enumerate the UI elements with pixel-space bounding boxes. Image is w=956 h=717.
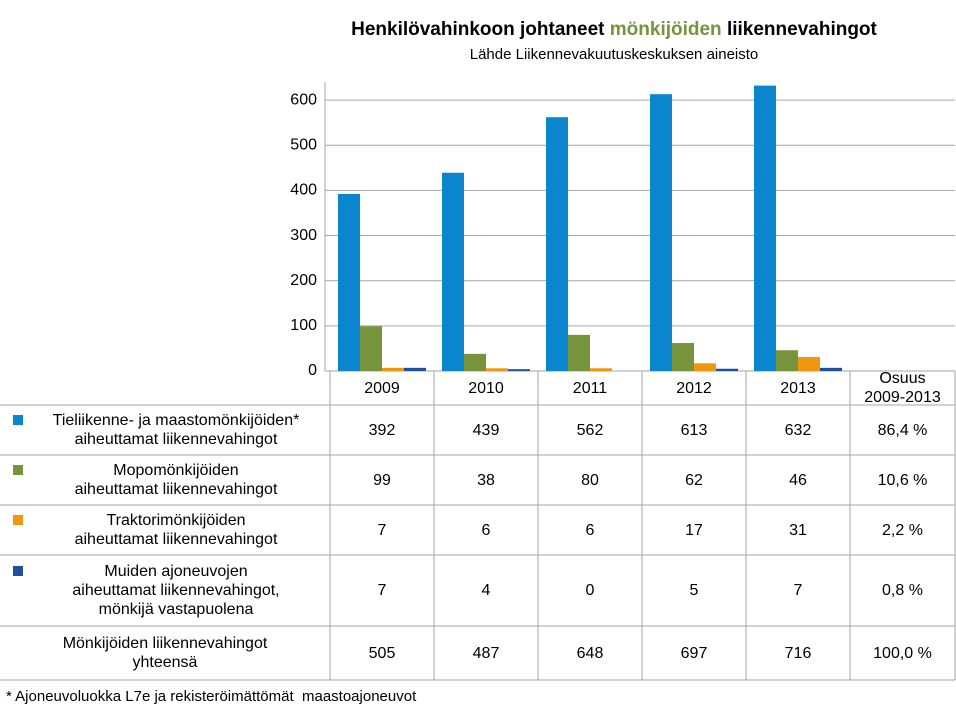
total-value: 505 xyxy=(368,644,396,662)
total-value: 697 xyxy=(680,644,708,662)
bar xyxy=(694,363,716,371)
total-label: Mönkijöiden liikennevahingot yhteensä xyxy=(62,635,268,671)
x-tick-label: 2009 xyxy=(364,379,400,397)
legend-swatch xyxy=(13,465,23,475)
share-value: 10,6 % xyxy=(877,471,928,489)
table-value: 99 xyxy=(373,471,391,489)
bar xyxy=(820,367,842,371)
bar xyxy=(568,334,590,371)
bar xyxy=(776,350,798,371)
bar xyxy=(338,193,360,371)
bar xyxy=(650,94,672,371)
share-value: 2,2 % xyxy=(882,521,923,539)
bar xyxy=(442,172,464,371)
table-value: 439 xyxy=(472,421,500,439)
table-value: 392 xyxy=(368,421,396,439)
bar xyxy=(546,117,568,371)
bar xyxy=(382,367,404,371)
legend-label: Muiden ajoneuvojen aiheuttamat liikennev… xyxy=(72,563,280,618)
table-value: 0 xyxy=(585,582,595,599)
title-part: liikennevahingot xyxy=(727,19,878,40)
bar xyxy=(798,357,820,371)
table-value: 31 xyxy=(789,521,807,539)
y-tick-label: 600 xyxy=(290,91,317,108)
y-tick-label: 200 xyxy=(290,272,317,289)
legend-label: Mopomönkijöiden aiheuttamat liikennevahi… xyxy=(74,462,278,498)
table-value: 4 xyxy=(481,582,491,599)
x-tick-label: 2013 xyxy=(780,379,816,397)
bar xyxy=(508,369,530,371)
x-tick-label: 2012 xyxy=(676,379,712,397)
bar xyxy=(360,326,382,371)
table-value: 6 xyxy=(481,521,491,539)
total-share: 100,0 % xyxy=(873,644,932,662)
table-value: 80 xyxy=(581,471,599,489)
table-value: 613 xyxy=(680,421,708,439)
total-value: 487 xyxy=(472,644,500,662)
bar xyxy=(672,343,694,371)
y-tick-label: 400 xyxy=(290,182,317,199)
table-value: 7 xyxy=(377,521,387,539)
table-value: 62 xyxy=(685,471,703,489)
y-tick-label: 0 xyxy=(308,362,317,379)
table-value: 5 xyxy=(689,582,699,599)
x-tick-label: 2011 xyxy=(572,379,608,397)
chart-subtitle: Lähde Liikennevakuutuskeskuksen aineisto xyxy=(470,46,759,63)
table-header: Osuus 2009-2013 xyxy=(864,370,941,406)
legend-swatch xyxy=(13,566,23,576)
share-value: 0,8 % xyxy=(882,582,923,599)
y-tick-label: 100 xyxy=(290,317,317,334)
total-value: 716 xyxy=(784,644,812,662)
table-value: 7 xyxy=(793,582,803,599)
bar xyxy=(754,85,776,372)
table-value: 7 xyxy=(377,582,387,599)
legend-label: Traktorimönkijöiden aiheuttamat liikenne… xyxy=(74,512,278,548)
share-value: 86,4 % xyxy=(877,421,928,439)
total-value: 648 xyxy=(576,644,604,662)
table-value: 632 xyxy=(784,421,812,439)
title-part: Henkilövahinkoon johtaneet xyxy=(351,19,610,40)
y-tick-label: 300 xyxy=(290,227,317,244)
table-value: 17 xyxy=(685,521,703,539)
bar xyxy=(404,367,426,371)
legend-swatch xyxy=(13,415,23,425)
legend-swatch xyxy=(13,515,23,525)
bar xyxy=(486,368,508,371)
table-value: 6 xyxy=(585,521,595,539)
legend-label: Tieliikenne- ja maastomönkijöiden* aiheu… xyxy=(52,412,300,448)
table-value: 46 xyxy=(789,471,807,489)
x-tick-label: 2010 xyxy=(468,379,504,397)
chart-title: Henkilövahinkoon johtaneet mönkijöiden l… xyxy=(351,19,877,40)
title-part: mönkijöiden xyxy=(610,19,727,40)
bar xyxy=(716,368,738,371)
table-value: 562 xyxy=(576,421,604,439)
y-tick-label: 500 xyxy=(290,136,317,153)
bar xyxy=(464,353,486,371)
footnote: * Ajoneuvoluokka L7e ja rekisteröimättöm… xyxy=(6,688,417,705)
table-value: 38 xyxy=(477,471,495,489)
bar xyxy=(590,368,612,371)
